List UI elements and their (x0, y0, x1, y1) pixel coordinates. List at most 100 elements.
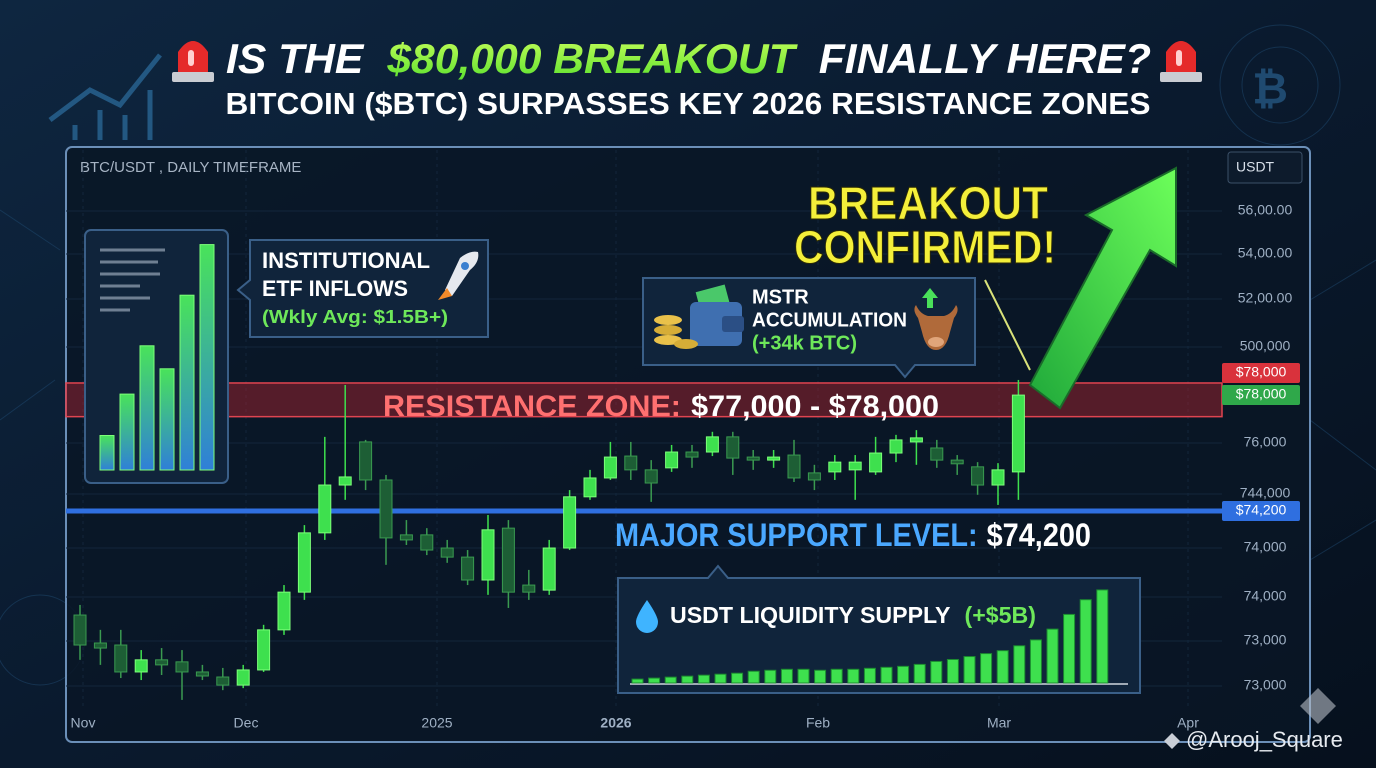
liquidity-callout (617, 564, 1141, 694)
candle-body (440, 547, 454, 558)
candle-body (277, 591, 291, 631)
bull-icon (914, 305, 958, 350)
y-tick-label: 76,000 (1244, 434, 1287, 450)
bar (946, 658, 959, 684)
candle-body (522, 584, 536, 593)
etf-title: ETF INFLOWS (262, 276, 408, 301)
price-tag (1222, 384, 1300, 405)
x-tick-label: 2025 (421, 715, 452, 731)
price-tag-label: $78,000 (1236, 386, 1287, 402)
y-tick-label: 54,00.00 (1238, 245, 1293, 261)
bar (731, 672, 744, 684)
breakout-label: CONFIRMED! (794, 221, 1056, 273)
candle-body (603, 456, 617, 479)
title-part: IS THE (226, 35, 365, 82)
price-tag-label: $78,000 (1236, 364, 1287, 380)
y-tick-label: 56,00.00 (1238, 202, 1293, 218)
chart-title: BTC/USDT , DAILY TIMEFRAME (80, 159, 301, 176)
candle-body (889, 439, 903, 454)
candle-body (746, 456, 760, 461)
liquidity-title: USDT LIQUIDITY SUPPLY (+$5B) (670, 602, 1036, 628)
candle-body (420, 534, 434, 551)
candle-body (155, 659, 169, 666)
bar (199, 244, 215, 471)
candle-body (644, 469, 658, 484)
bar (99, 435, 115, 471)
candle-body (767, 456, 781, 461)
candle-body (930, 447, 944, 461)
bar (797, 668, 810, 684)
candle-body (359, 441, 373, 481)
resistance-label: RESISTANCE ZONE: $77,000 - $78,000 (383, 390, 939, 423)
bar (1013, 645, 1026, 684)
bar (139, 345, 155, 471)
candle-body (501, 527, 515, 593)
x-tick-label: Dec (234, 715, 259, 731)
candle-body (318, 484, 332, 534)
candle-body (134, 659, 148, 673)
candle-body (563, 496, 577, 549)
bar (1079, 599, 1092, 684)
price-tag (1222, 362, 1300, 383)
x-tick-label: Apr (1177, 715, 1199, 731)
card-lines (100, 248, 165, 312)
bar (764, 669, 777, 684)
bar (1029, 639, 1042, 684)
etf-bars (99, 244, 215, 471)
mstr-title: ACCUMULATION (752, 309, 907, 331)
candle-body (665, 451, 679, 469)
logo-icon (1164, 688, 1336, 749)
bar (714, 673, 727, 684)
candle-body (685, 451, 699, 458)
up-icon (922, 288, 938, 308)
resistance-zone (65, 382, 1223, 418)
candle-body (705, 436, 719, 453)
candle-body (379, 479, 393, 539)
title-part: FINALLY HERE? (819, 35, 1151, 82)
candle-body (848, 461, 862, 471)
zones (65, 382, 1223, 514)
bar (159, 368, 175, 471)
title-highlight: $80,000 BREAKOUT (386, 35, 798, 82)
candle-body (73, 614, 87, 646)
candle-body (909, 437, 923, 443)
bar (179, 294, 195, 471)
x-tick-label: Feb (806, 715, 830, 731)
candle-body (583, 477, 597, 498)
growth-icon (48, 53, 162, 140)
labels: 56,00.00 54,00.00 52,00.00 500,000 76,000 744… (71, 202, 1300, 731)
etf-subtitle: (Wkly Avg: $1.5B+) (262, 307, 448, 327)
mstr-subtitle: (+34k BTC) (752, 332, 857, 354)
bar (664, 676, 677, 684)
candle-body (726, 436, 740, 459)
support-label-part: MAJOR SUPPORT LEVEL: (615, 517, 978, 553)
candle-body (338, 476, 352, 486)
bar (880, 666, 893, 684)
bar (963, 656, 976, 684)
bar (697, 674, 710, 684)
candle-body (971, 466, 985, 486)
pointer-line (984, 279, 1031, 371)
candle-body (950, 459, 964, 465)
bar (930, 660, 943, 684)
candle-body (787, 454, 801, 479)
y-tick-label: 744,000 (1240, 485, 1291, 501)
unit-box (1227, 151, 1303, 184)
network-decoration (0, 24, 1376, 686)
price-tag (1222, 500, 1300, 521)
candle-body (624, 455, 638, 471)
y-tick-label: 74,000 (1244, 539, 1287, 555)
candle-body (1011, 394, 1025, 473)
bar (980, 653, 993, 684)
siren-icon (172, 41, 214, 82)
candle-body (481, 529, 495, 581)
title: IS THE $80,000 BREAKOUT FINALLY HERE? (226, 35, 1151, 82)
bar (1096, 589, 1109, 684)
bar (119, 393, 135, 471)
resistance-label-part: RESISTANCE ZONE: (383, 390, 681, 423)
price-tag-label: $74,200 (1236, 502, 1287, 518)
bar (847, 668, 860, 684)
candle-body (216, 676, 230, 686)
drop-icon (636, 600, 658, 633)
